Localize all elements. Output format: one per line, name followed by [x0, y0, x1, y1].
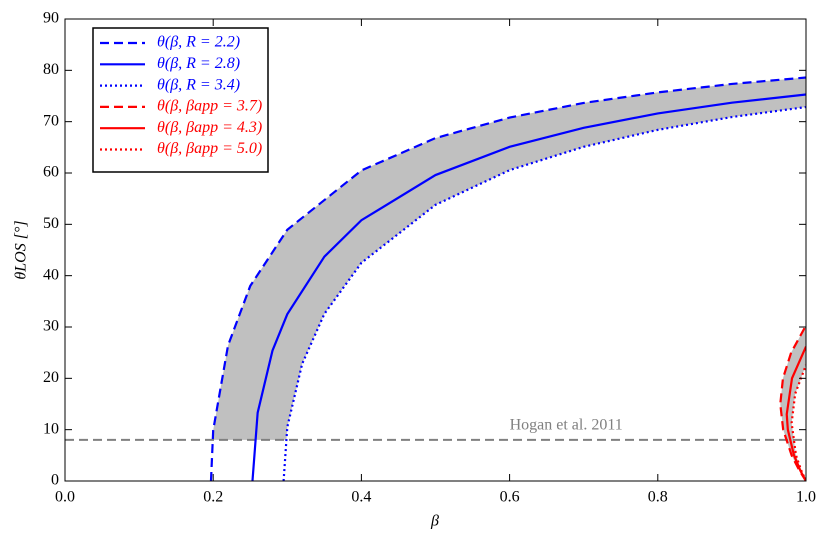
- x-tick-label: 0.8: [648, 489, 668, 506]
- series-line: [251, 93, 806, 481]
- y-tick-label: 0: [51, 472, 59, 489]
- y-axis-label: θLOS [°]: [13, 220, 30, 279]
- y-tick-label: 60: [43, 164, 59, 181]
- y-tick-label: 70: [43, 112, 59, 129]
- legend-label: θ(β, R = 2.2): [157, 34, 240, 51]
- shaded-region: [212, 77, 806, 440]
- y-tick-label: 10: [43, 420, 59, 437]
- plot-frame: [64, 18, 807, 482]
- legend-label: θ(β, R = 2.8): [157, 55, 240, 72]
- series-line: [282, 105, 806, 481]
- x-tick-label: 0.2: [203, 489, 223, 506]
- x-tick-label: 0.4: [351, 489, 371, 506]
- x-tick-label: 0.6: [500, 489, 520, 506]
- y-tick-label: 90: [43, 10, 59, 27]
- legend-box: [92, 27, 269, 173]
- legend-label: θ(β, R = 3.4): [157, 76, 240, 93]
- y-tick-label: 50: [43, 215, 59, 232]
- reference-label: Hogan et al. 2011: [510, 417, 623, 434]
- shaded-region-cut: [791, 364, 806, 481]
- y-tick-label: 20: [43, 369, 59, 386]
- y-tick-label: 30: [43, 318, 59, 335]
- legend-label: θ(β, βapp = 4.3): [157, 119, 262, 136]
- y-tick-label: 80: [43, 61, 59, 78]
- y-tick-label: 40: [43, 266, 59, 283]
- x-tick-label: 1.0: [796, 489, 816, 506]
- x-tick-label: 0.0: [55, 489, 75, 506]
- shade-group: [212, 77, 806, 440]
- legend-label: θ(β, βapp = 3.7): [157, 98, 262, 115]
- legend-label: θ(β, βapp = 5.0): [157, 140, 262, 157]
- x-axis-label: β: [430, 513, 439, 530]
